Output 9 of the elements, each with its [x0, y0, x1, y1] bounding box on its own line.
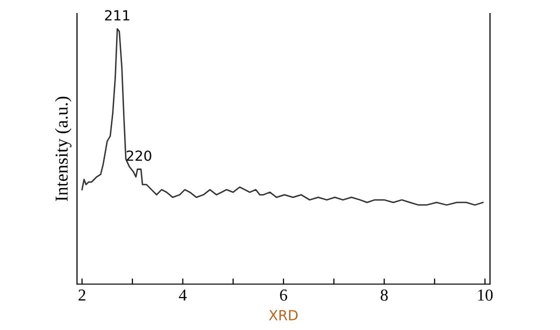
x-tick-label: 6 — [280, 290, 288, 301]
x-tick-label: 2 — [78, 290, 86, 301]
annotation: 211 — [105, 10, 130, 20]
x-tick-label: 10 — [478, 289, 493, 301]
x-axis-title: XRD — [268, 310, 298, 320]
y-axis-title: Intensity (a.u.) — [55, 96, 72, 202]
x-tick-label: 8 — [380, 289, 388, 301]
x-tick-label: 4 — [178, 290, 187, 301]
annotation: 220 — [126, 150, 152, 162]
